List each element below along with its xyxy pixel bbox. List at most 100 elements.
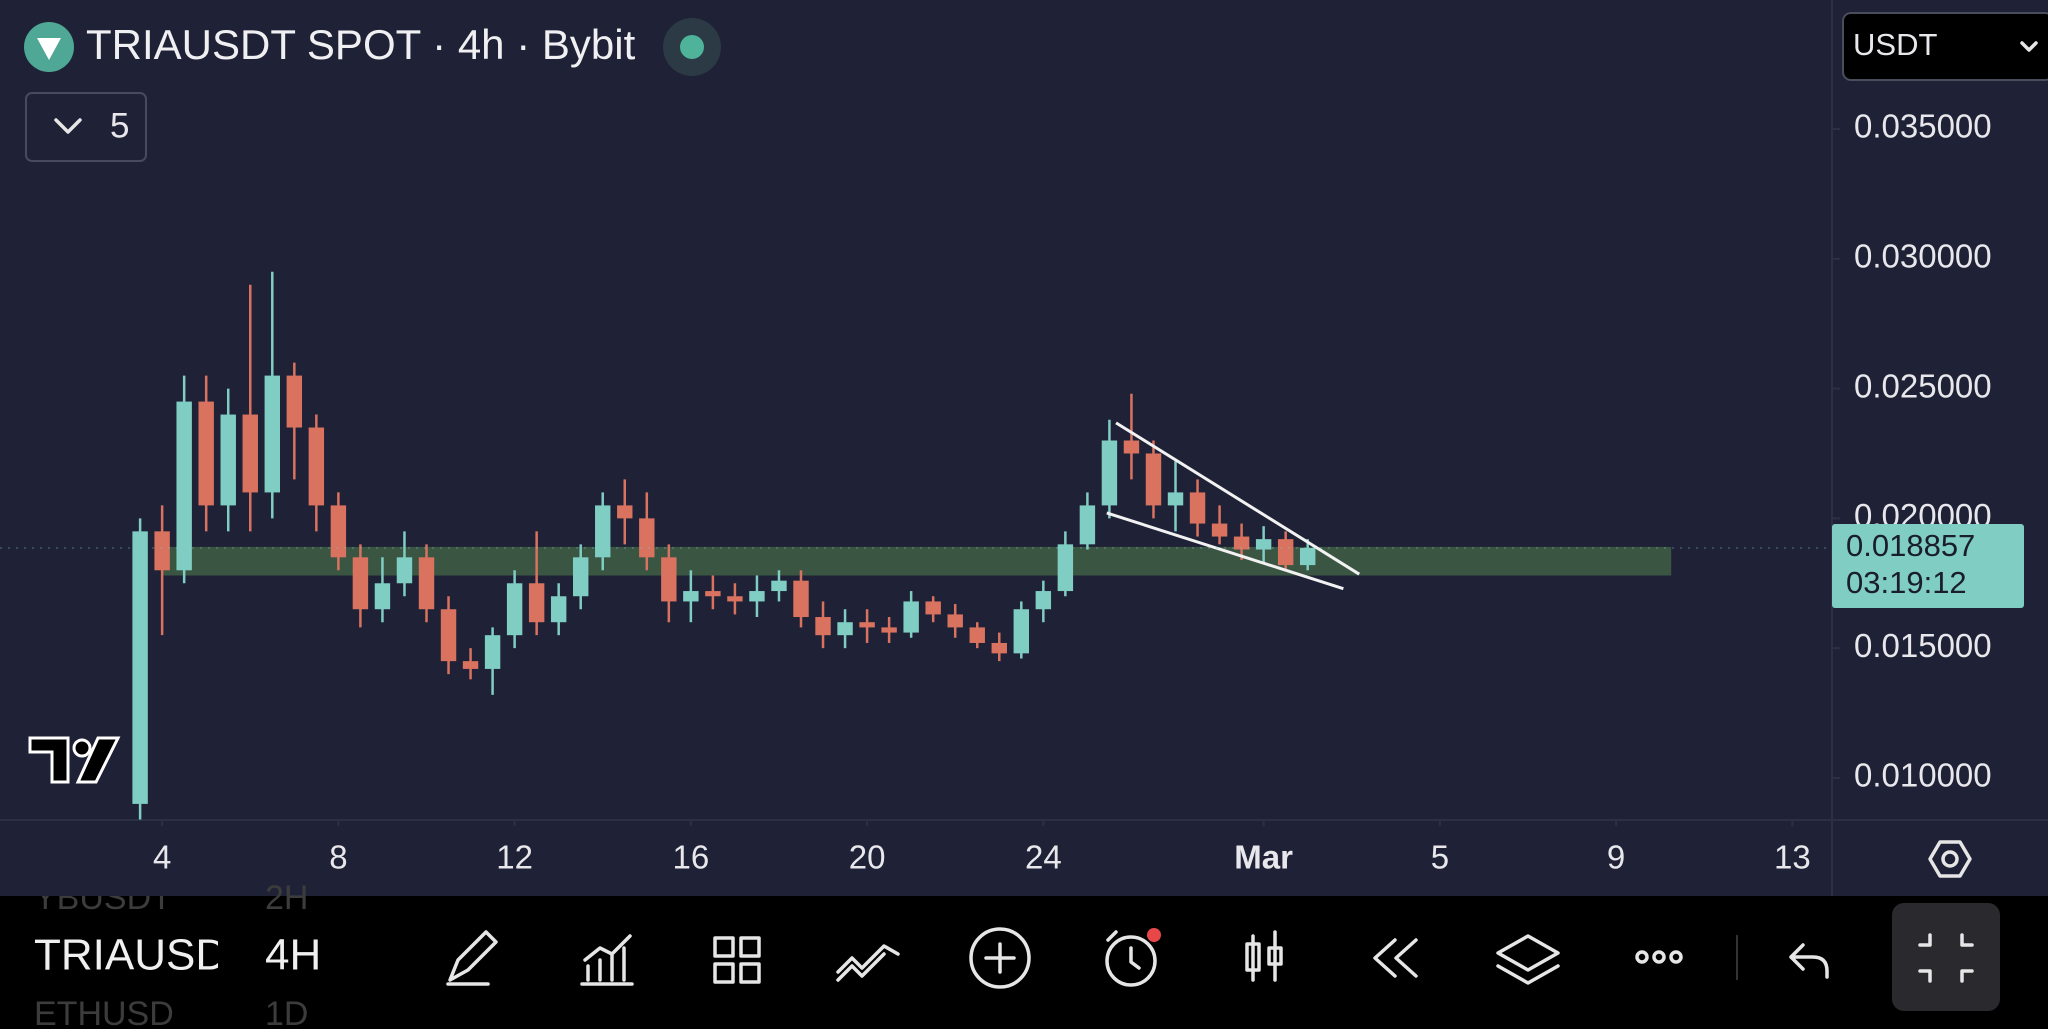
compare-tool[interactable] bbox=[836, 944, 900, 982]
candle-body bbox=[154, 531, 170, 571]
candle-body bbox=[1123, 440, 1140, 454]
chart-title: TRIAUSDT SPOT · 4h · Bybit bbox=[86, 21, 636, 68]
candle-body bbox=[462, 661, 479, 669]
fullscreen-button[interactable] bbox=[1892, 903, 2000, 1011]
tv-logo bbox=[28, 736, 121, 784]
x-tick-label: 16 bbox=[672, 839, 709, 876]
chevron bbox=[2020, 41, 2038, 52]
y-tick-label: 0.025000 bbox=[1854, 367, 1992, 404]
interval[interactable]: 4H bbox=[265, 931, 321, 980]
candle-body bbox=[572, 557, 589, 597]
candle-body bbox=[617, 505, 633, 519]
candle-body bbox=[374, 583, 391, 610]
currency-label: USDT bbox=[1853, 27, 1937, 62]
layers-tool[interactable] bbox=[1496, 934, 1560, 985]
status-dot bbox=[680, 35, 704, 59]
alert-tool[interactable] bbox=[1105, 935, 1157, 987]
logo-glyph bbox=[37, 38, 61, 60]
candle-body bbox=[1035, 591, 1052, 610]
currency-select[interactable] bbox=[1842, 12, 2048, 81]
indicators-tool[interactable] bbox=[580, 934, 634, 986]
candle-body bbox=[1167, 492, 1184, 506]
undo-tool[interactable] bbox=[1789, 943, 1829, 979]
last-price-box bbox=[1832, 524, 2024, 609]
candle-body bbox=[749, 591, 765, 602]
candle-body bbox=[903, 601, 919, 633]
candle-body bbox=[132, 531, 148, 804]
add-tool[interactable] bbox=[969, 927, 1031, 989]
y-tick-label: 0.015000 bbox=[1854, 627, 1992, 664]
indicator-count: 5 bbox=[110, 106, 129, 145]
next-symbol: ETHUSD bbox=[34, 995, 174, 1029]
candle-body bbox=[1255, 539, 1272, 550]
replay-tool[interactable] bbox=[1373, 938, 1418, 978]
candle-body bbox=[661, 557, 677, 602]
clock-hands bbox=[1106, 930, 1141, 970]
prev-symbol: YBUSDT bbox=[34, 879, 172, 917]
layout-tool[interactable] bbox=[713, 936, 761, 984]
next-interval: 1D bbox=[265, 995, 308, 1029]
trendline bbox=[1106, 511, 1344, 591]
candle-body bbox=[771, 580, 787, 592]
candle-body bbox=[705, 591, 721, 597]
candle-body bbox=[198, 401, 214, 506]
candle-body bbox=[1211, 523, 1228, 537]
indicator-toggle[interactable] bbox=[25, 92, 147, 162]
y-tick-label: 0.030000 bbox=[1854, 238, 1992, 275]
x-tick-label: 5 bbox=[1431, 839, 1449, 876]
candle-body bbox=[727, 596, 743, 602]
x-tick-label: 4 bbox=[153, 839, 171, 876]
plus bbox=[984, 942, 1016, 974]
candle-body bbox=[837, 622, 853, 636]
candle-body bbox=[595, 505, 611, 558]
chart-background bbox=[0, 0, 2048, 896]
y-tick-label: 0.035000 bbox=[1854, 108, 1992, 145]
candle-body bbox=[1189, 492, 1206, 524]
candle-body bbox=[286, 375, 303, 428]
candle-body bbox=[242, 414, 258, 493]
countdown: 03:19:12 bbox=[1846, 565, 1967, 600]
collapse-icon bbox=[1918, 933, 1974, 983]
candle-body bbox=[881, 627, 897, 633]
candle-body bbox=[1277, 539, 1294, 566]
candle-body bbox=[330, 505, 347, 558]
x-tick-label: 8 bbox=[329, 839, 347, 876]
chart-type-tool[interactable] bbox=[1245, 930, 1283, 982]
candle-body bbox=[1145, 453, 1162, 506]
candle-body bbox=[969, 627, 985, 643]
candle-body bbox=[859, 622, 875, 628]
draw-tool[interactable] bbox=[446, 930, 498, 986]
candle-body bbox=[220, 414, 236, 506]
support-zone bbox=[162, 546, 1672, 576]
candle-body bbox=[1233, 536, 1250, 550]
settings-icon[interactable] bbox=[1928, 840, 1972, 878]
y-tick-label: 0.010000 bbox=[1854, 757, 1992, 794]
candle-body bbox=[639, 518, 655, 558]
candle-body bbox=[506, 583, 523, 636]
x-tick-label: 12 bbox=[496, 839, 533, 876]
candle-body bbox=[550, 596, 567, 623]
x-tick-label: 13 bbox=[1774, 839, 1811, 876]
candle-body bbox=[683, 591, 699, 602]
x-tick-label: 24 bbox=[1025, 839, 1062, 876]
candle-body bbox=[528, 583, 545, 623]
candle-body bbox=[1299, 548, 1316, 566]
symbol[interactable]: TRIAUSDT bbox=[34, 931, 254, 980]
candle-body bbox=[396, 557, 413, 584]
candle-body bbox=[925, 601, 941, 615]
trendline bbox=[1115, 421, 1361, 576]
prev-interval: 2H bbox=[265, 879, 308, 917]
x-tick-label: Mar bbox=[1234, 839, 1293, 876]
candle-body bbox=[793, 580, 809, 618]
candle-body bbox=[947, 614, 963, 628]
candle-body bbox=[264, 375, 280, 493]
candle-body bbox=[484, 635, 501, 669]
candle-body bbox=[1057, 544, 1074, 592]
candle-body bbox=[1079, 505, 1096, 545]
candle-body bbox=[1101, 440, 1118, 506]
candle-body bbox=[991, 642, 1007, 654]
candle-body bbox=[308, 427, 325, 506]
candle-body bbox=[815, 617, 831, 636]
